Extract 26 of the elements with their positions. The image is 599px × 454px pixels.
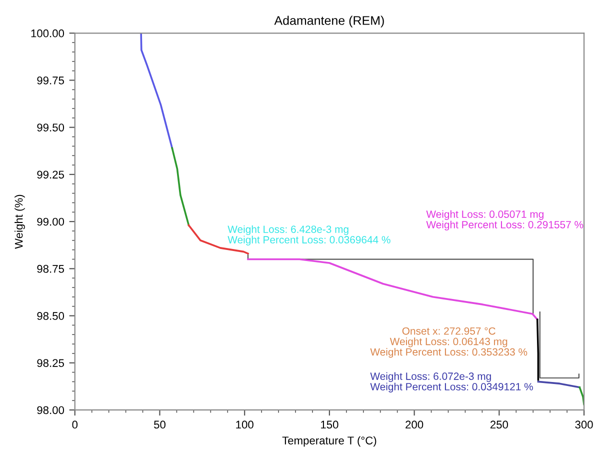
y-tick-label: 98.25 [37, 359, 64, 367]
y-tick-label: 98.00 [37, 406, 64, 414]
y-tick-label: 99.75 [37, 76, 64, 84]
y-tick-label: 98.50 [37, 312, 64, 320]
x-tick-label: 100 [236, 420, 254, 429]
y-tick-label: 99.50 [37, 124, 64, 132]
annotation: Onset x: 272.957 °C Weight Loss: 0.06143 mg Weight Percent Loss: 0.353233 % [370, 327, 528, 358]
chart-title: Adamantene (REM) [274, 16, 384, 28]
x-tick-label: 200 [406, 420, 424, 429]
x-tick-label: 250 [490, 420, 508, 429]
annotation: Weight Loss: 0.05071 mg Weight Percent Loss: 0.291557 % [426, 210, 584, 230]
y-tick-label: 100.00 [31, 29, 64, 38]
annotation: Weight Loss: 6.072e-3 mg Weight Percent Loss: 0.0349121 % [370, 372, 533, 392]
line-series [140, 33, 174, 149]
x-axis-title: Temperature T (°C) [282, 436, 376, 447]
line-series [171, 147, 190, 226]
y-tick-label: 99.00 [37, 218, 64, 226]
annotation: Weight Loss: 6.428e-3 mg Weight Percent Loss: 0.0369644 % [228, 225, 390, 246]
y-axis-title: Weight (%) [14, 194, 25, 249]
x-tick-label: 0 [72, 420, 78, 429]
x-tick-label: 150 [321, 420, 338, 429]
line-series [247, 258, 538, 320]
x-tick-label: 50 [154, 420, 166, 429]
y-tick-label: 99.25 [37, 170, 64, 179]
x-tick-label: 300 [575, 420, 593, 429]
y-tick-label: 98.75 [37, 264, 64, 273]
